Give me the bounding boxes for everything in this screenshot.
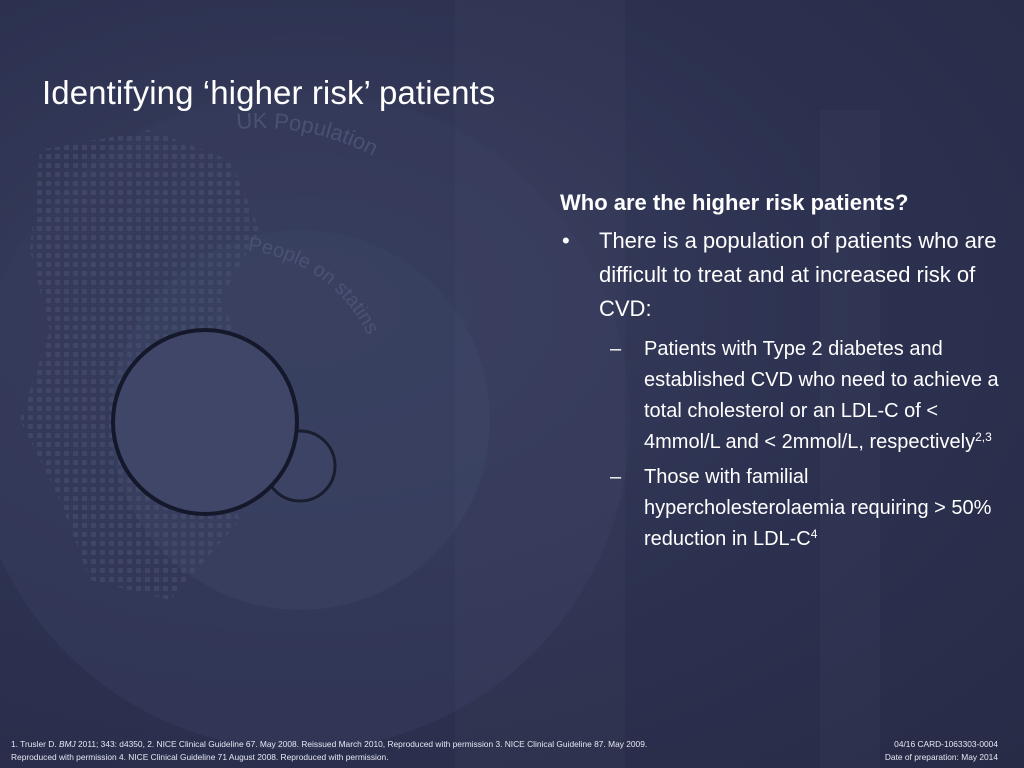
bullet-mark: • — [562, 228, 570, 253]
references-line-2: Reproduced with permission 4. NICE Clini… — [11, 752, 389, 762]
sub-bullet-text: Patients with Type 2 diabetes and establ… — [644, 338, 999, 453]
sub-bullet-text: Those with familial hypercholesterolaemi… — [644, 466, 992, 550]
dash-mark: – — [610, 466, 622, 488]
dash-mark: – — [610, 338, 622, 360]
document-code: 04/16 CARD-1063303-0004 — [894, 739, 998, 749]
sub-bullet-list: – Patients with Type 2 diabetes and esta… — [560, 334, 1000, 555]
slide-title: Identifying ‘higher risk’ patients — [42, 74, 496, 111]
citation-superscript: 4 — [810, 527, 818, 541]
references-line-1: 1. Trusler D. BMJ 2011; 343: d4350, 2. N… — [11, 739, 648, 749]
footer-references: 1. Trusler D. BMJ 2011; 343: d4350, 2. N… — [11, 738, 731, 764]
footer-meta: 04/16 CARD-1063303-0004 Date of preparat… — [885, 738, 998, 764]
main-bullet: • There is a population of patients who … — [560, 224, 1000, 326]
sub-bullet-familial: – Those with familial hypercholesterolae… — [560, 462, 1000, 555]
large-risk-circle — [111, 328, 299, 516]
citation-superscript: 2,3 — [975, 430, 992, 444]
question-heading: Who are the higher risk patients? — [560, 190, 909, 215]
main-bullet-text: There is a population of patients who ar… — [599, 228, 997, 321]
preparation-date: Date of preparation: May 2014 — [884, 752, 998, 762]
slide-content: Who are the higher risk patients? • Ther… — [560, 186, 1000, 559]
sub-bullet-diabetes: – Patients with Type 2 diabetes and esta… — [560, 334, 1000, 458]
journal-name: BMJ — [58, 739, 76, 749]
